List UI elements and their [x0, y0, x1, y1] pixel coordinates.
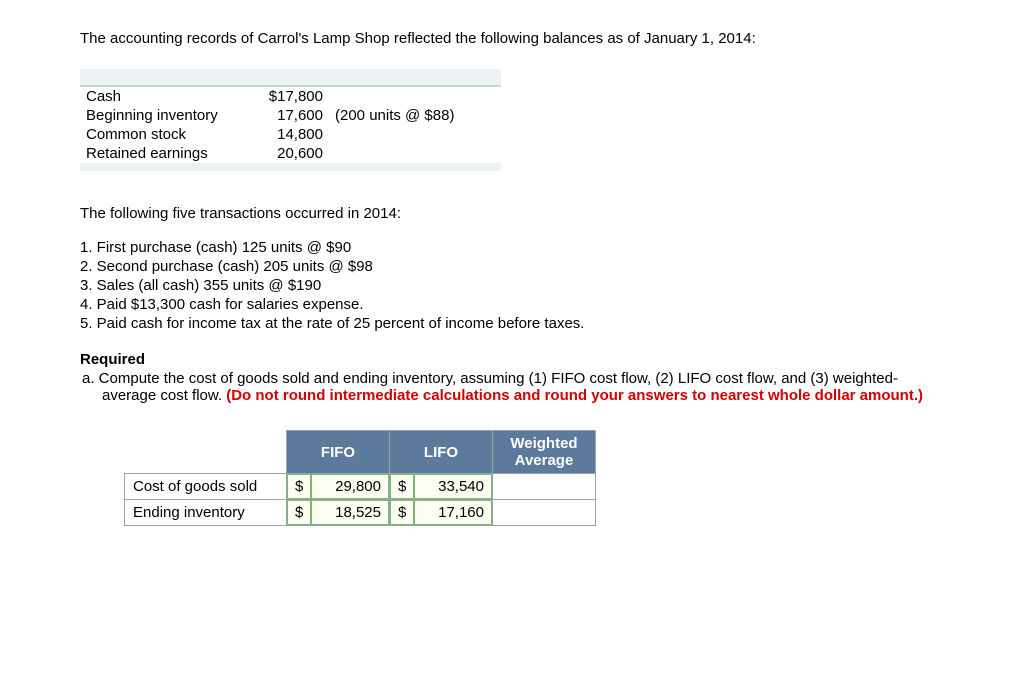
- corner-cell: [125, 431, 287, 474]
- intro-text: The accounting records of Carrol's Lamp …: [80, 30, 944, 47]
- table-row: Ending inventory $ 18,525 $ 17,160: [125, 500, 596, 526]
- row-label: Ending inventory: [125, 500, 287, 526]
- currency-symbol: $: [390, 474, 415, 500]
- bal-amount: 14,800: [252, 125, 329, 144]
- list-item: 5. Paid cash for income tax at the rate …: [80, 314, 944, 333]
- currency-symbol: [493, 474, 518, 500]
- bal-note: [329, 125, 501, 144]
- list-item: 1. First purchase (cash) 125 units @ $90: [80, 238, 944, 257]
- transactions-intro: The following five transactions occurred…: [80, 205, 944, 222]
- transactions-list: 1. First purchase (cash) 125 units @ $90…: [80, 238, 944, 333]
- table-row: Retained earnings 20,600: [80, 144, 501, 167]
- bal-note: (200 units @ $88): [329, 106, 501, 125]
- table-row: Common stock 14,800: [80, 125, 501, 144]
- col-header-fifo: FIFO: [287, 431, 390, 474]
- currency-symbol: $: [390, 500, 415, 526]
- list-item: 2. Second purchase (cash) 205 units @ $9…: [80, 257, 944, 276]
- col-header-lifo: LIFO: [390, 431, 493, 474]
- row-label: Cost of goods sold: [125, 474, 287, 500]
- fifo-ending-input[interactable]: 18,525: [311, 500, 390, 526]
- currency-symbol: [493, 500, 518, 526]
- bal-label: Beginning inventory: [80, 106, 252, 125]
- wavg-cogs-input[interactable]: [517, 474, 596, 500]
- table-row: Beginning inventory 17,600 (200 units @ …: [80, 106, 501, 125]
- answer-table: FIFO LIFO Weighted Average Cost of goods…: [124, 430, 596, 526]
- currency-symbol: $: [287, 500, 312, 526]
- bal-amount: $17,800: [252, 86, 329, 106]
- col-header-wavg: Weighted Average: [493, 431, 596, 474]
- required-heading: Required: [80, 351, 944, 368]
- bal-note: [329, 86, 501, 106]
- bal-label: Common stock: [80, 125, 252, 144]
- table-row: Cash $17,800: [80, 86, 501, 106]
- fifo-cogs-input[interactable]: 29,800: [311, 474, 390, 500]
- list-item: 3. Sales (all cash) 355 units @ $190: [80, 276, 944, 295]
- requirement-a: a. Compute the cost of goods sold and en…: [80, 370, 944, 404]
- bal-label: Cash: [80, 86, 252, 106]
- currency-symbol: $: [287, 474, 312, 500]
- lifo-cogs-input[interactable]: 33,540: [414, 474, 493, 500]
- bal-note: [329, 144, 501, 167]
- wavg-ending-input[interactable]: [517, 500, 596, 526]
- req-a-red: (Do not round intermediate calculations …: [226, 387, 923, 404]
- table-row: Cost of goods sold $ 29,800 $ 33,540: [125, 474, 596, 500]
- list-item: 4. Paid $13,300 cash for salaries expens…: [80, 295, 944, 314]
- lifo-ending-input[interactable]: 17,160: [414, 500, 493, 526]
- balances-table: Cash $17,800 Beginning inventory 17,600 …: [80, 69, 501, 171]
- bal-amount: 17,600: [252, 106, 329, 125]
- bal-label: Retained earnings: [80, 144, 252, 167]
- bal-amount: 20,600: [252, 144, 329, 167]
